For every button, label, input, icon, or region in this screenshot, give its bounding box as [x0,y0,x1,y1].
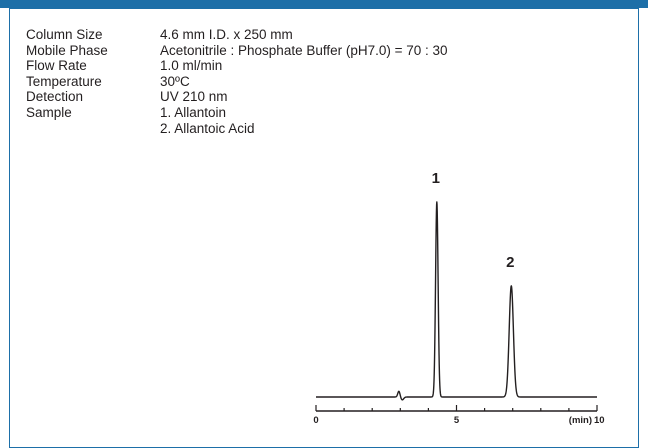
condition-value: UV 210 nm [160,89,228,105]
condition-label: Mobile Phase [26,42,108,58]
conditions-table: Column Size 4.6 mm I.D. x 250 mm Mobile … [26,27,448,136]
chromatogram-chart: 0 5 10(min) 12 [313,170,605,426]
condition-row-flow-rate: Flow Rate 1.0 ml/min [26,58,448,74]
condition-label: Temperature [26,73,102,89]
condition-row-column-size: Column Size 4.6 mm I.D. x 250 mm [26,27,448,43]
condition-label: Flow Rate [26,58,87,74]
peak-label: 2 [506,254,514,271]
chromatogram-trace [315,201,598,401]
condition-value: Acetonitrile : Phosphate Buffer (pH7.0) … [160,42,448,58]
condition-row-mobile-phase: Mobile Phase Acetonitrile : Phosphate Bu… [26,43,448,59]
peak-label: 1 [432,170,440,187]
condition-row-detection: Detection UV 210 nm [26,89,448,105]
header-band [0,0,648,8]
x-tick-label: 10 [594,415,605,426]
condition-label: Column Size [26,27,103,42]
condition-row-sample-2: 2. Allantoic Acid [26,121,448,137]
condition-row-temperature: Temperature 30ºC [26,74,448,90]
figure-frame [9,8,639,448]
x-axis-ticks: 0 5 10(min) [313,405,605,426]
condition-value: 4.6 mm I.D. x 250 mm [160,27,293,42]
peak-labels: 12 [432,170,515,271]
condition-row-sample: Sample 1. Allantoin [26,105,448,121]
condition-value: 1. Allantoin [160,104,227,120]
condition-value: 1.0 ml/min [160,58,223,74]
x-axis-unit-label: (min) [569,415,592,426]
condition-label: Detection [26,89,84,105]
x-tick-label: 5 [454,415,460,426]
condition-value: 30ºC [160,73,190,89]
condition-label: Sample [26,104,72,120]
x-tick-label: 0 [313,415,318,426]
condition-value: 2. Allantoic Acid [160,120,255,136]
